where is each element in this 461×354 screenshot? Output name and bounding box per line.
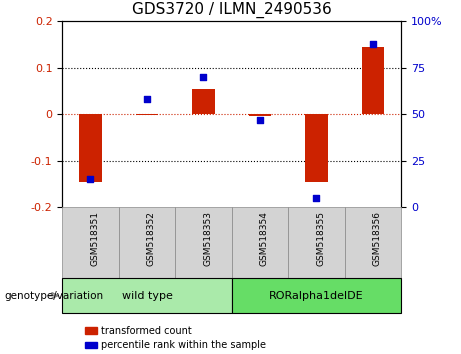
Point — [369, 41, 377, 46]
Point — [87, 176, 94, 182]
Text: GSM518352: GSM518352 — [147, 211, 156, 266]
Bar — [361, 47, 384, 114]
Bar — [231, 278, 401, 313]
Text: GSM518354: GSM518354 — [260, 211, 269, 266]
Bar — [231, 207, 288, 278]
Text: GSM518353: GSM518353 — [203, 211, 213, 266]
Bar — [344, 207, 401, 278]
Text: wild type: wild type — [122, 291, 172, 301]
Bar — [305, 114, 328, 182]
Bar — [288, 207, 344, 278]
Bar — [62, 207, 118, 278]
Bar — [175, 207, 231, 278]
Bar — [192, 88, 215, 114]
Bar — [248, 114, 271, 116]
Point — [256, 117, 264, 122]
Point — [143, 97, 151, 102]
Bar — [62, 278, 231, 313]
Text: transformed count: transformed count — [101, 326, 192, 336]
Point — [313, 195, 320, 201]
Bar — [118, 207, 175, 278]
Text: GSM518355: GSM518355 — [316, 211, 325, 266]
Text: GSM518356: GSM518356 — [373, 211, 382, 266]
Text: genotype/variation: genotype/variation — [5, 291, 104, 301]
Text: percentile rank within the sample: percentile rank within the sample — [101, 340, 266, 350]
Bar — [136, 114, 158, 115]
Text: RORalpha1delDE: RORalpha1delDE — [269, 291, 364, 301]
Title: GDS3720 / ILMN_2490536: GDS3720 / ILMN_2490536 — [132, 2, 331, 18]
Text: GSM518351: GSM518351 — [90, 211, 100, 266]
Point — [200, 74, 207, 80]
Bar — [79, 114, 102, 182]
